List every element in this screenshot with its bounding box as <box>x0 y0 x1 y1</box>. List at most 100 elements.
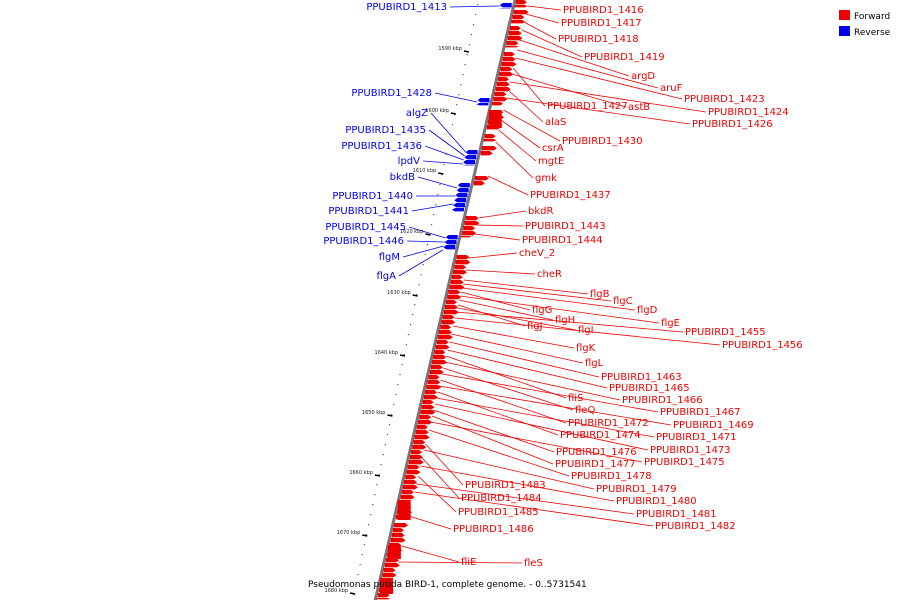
gene-label-cher[interactable]: cheR <box>537 269 562 280</box>
gene-label-ppubird1-1477[interactable]: PPUBIRD1_1477 <box>555 459 636 470</box>
gene-label-ppubird1-1446[interactable]: PPUBIRD1_1446 <box>323 236 404 247</box>
gene-label-ppubird1-1472[interactable]: PPUBIRD1_1472 <box>568 418 649 429</box>
leader-line-ppubird1-1465 <box>447 349 608 389</box>
gene-label-flgl[interactable]: flgL <box>585 358 604 369</box>
gene-label-flis[interactable]: fliS <box>568 393 583 404</box>
gene-label-ppubird1-1427[interactable]: PPUBIRD1_1427 <box>547 101 628 112</box>
gene-label-alas[interactable]: alaS <box>545 117 566 128</box>
leader-line-ppubird1-1463 <box>449 341 600 378</box>
ruler-dot <box>370 514 372 516</box>
gene-label-ppubird1-1476[interactable]: PPUBIRD1_1476 <box>556 447 637 458</box>
gene-label-ppubird1-1413[interactable]: PPUBIRD1_1413 <box>366 2 447 13</box>
gene-label-ppubird1-1486[interactable]: PPUBIRD1_1486 <box>453 524 534 535</box>
leader-line-bkdb <box>417 176 458 189</box>
gene-label-ppubird1-1480[interactable]: PPUBIRD1_1480 <box>616 496 697 507</box>
gene-label-ppubird1-1471[interactable]: PPUBIRD1_1471 <box>656 432 737 443</box>
gene-label-ppubird1-1465[interactable]: PPUBIRD1_1465 <box>609 383 690 394</box>
gene-label-flgk[interactable]: flgK <box>576 343 596 354</box>
gene-label-bkdb[interactable]: bkdB <box>390 172 415 183</box>
forward-gene-feature <box>484 134 496 139</box>
leader-line-ppubird1-1478 <box>428 429 570 477</box>
forward-gene-feature <box>382 573 397 578</box>
gene-label-ppubird1-1466[interactable]: PPUBIRD1_1466 <box>622 395 703 406</box>
forward-gene-feature <box>421 405 435 410</box>
gene-label-fleq[interactable]: fleQ <box>575 405 595 416</box>
gene-label-ppubird1-1436[interactable]: PPUBIRD1_1436 <box>341 141 422 152</box>
gene-label-ppubird1-1463[interactable]: PPUBIRD1_1463 <box>601 372 682 383</box>
gene-label-ppubird1-1444[interactable]: PPUBIRD1_1444 <box>522 235 603 246</box>
gene-label-ppubird1-1467[interactable]: PPUBIRD1_1467 <box>660 407 741 418</box>
gene-label-ppubird1-1426[interactable]: PPUBIRD1_1426 <box>692 119 773 130</box>
forward-gene-feature <box>454 265 467 270</box>
gene-label-aruf[interactable]: aruF <box>660 83 683 94</box>
gene-label-csra[interactable]: csrA <box>542 143 564 154</box>
gene-label-ppubird1-1483[interactable]: PPUBIRD1_1483 <box>465 480 546 491</box>
gene-label-flgm[interactable]: flgM <box>379 252 400 263</box>
reverse-gene-feature <box>463 160 476 165</box>
gene-label-flgd[interactable]: flgD <box>637 305 658 316</box>
gene-label-ppubird1-1484[interactable]: PPUBIRD1_1484 <box>461 493 542 504</box>
leader-line-algz <box>430 112 466 153</box>
gene-label-ppubird1-1437[interactable]: PPUBIRD1_1437 <box>530 190 611 201</box>
leader-line-flie <box>401 545 460 563</box>
gene-label-ppubird1-1445[interactable]: PPUBIRD1_1445 <box>325 222 406 233</box>
gene-label-ppubird1-1469[interactable]: PPUBIRD1_1469 <box>673 420 754 431</box>
gene-label-ppubird1-1416[interactable]: PPUBIRD1_1416 <box>563 5 644 16</box>
gene-label-flgb[interactable]: flgB <box>590 289 610 300</box>
gene-label-ppubird1-1456[interactable]: PPUBIRD1_1456 <box>722 340 803 351</box>
ruler-dot <box>462 74 464 76</box>
gene-label-ppubird1-1478[interactable]: PPUBIRD1_1478 <box>571 471 652 482</box>
label-leader-lines <box>398 5 721 564</box>
gene-label-flgc[interactable]: flgC <box>613 296 633 307</box>
forward-gene-feature <box>383 568 396 573</box>
gene-label-ppubird1-1443[interactable]: PPUBIRD1_1443 <box>525 221 606 232</box>
gene-label-bkdr[interactable]: bkdR <box>528 206 553 217</box>
gene-label-ppubird1-1440[interactable]: PPUBIRD1_1440 <box>332 191 413 202</box>
gene-label-flge[interactable]: flgE <box>661 318 680 329</box>
reverse-gene-feature <box>455 193 468 198</box>
forward-gene-feature <box>512 15 525 20</box>
gene-label-gmk[interactable]: gmk <box>535 173 557 184</box>
ruler-dot <box>409 324 412 326</box>
gene-label-ppubird1-1423[interactable]: PPUBIRD1_1423 <box>684 94 765 105</box>
forward-gene-feature <box>409 455 423 460</box>
leader-line-flgi <box>457 307 577 331</box>
gene-label-argd[interactable]: argD <box>631 71 655 82</box>
gene-label-astb[interactable]: astB <box>628 102 650 113</box>
gene-label-flgi[interactable]: flgI <box>578 325 594 336</box>
gene-label-ppubird1-1441[interactable]: PPUBIRD1_1441 <box>328 206 409 217</box>
gene-label-ppubird1-1475[interactable]: PPUBIRD1_1475 <box>644 457 725 468</box>
forward-gene-feature <box>385 558 399 563</box>
gene-label-ppubird1-1485[interactable]: PPUBIRD1_1485 <box>458 507 539 518</box>
gene-label-ppubird1-1455[interactable]: PPUBIRD1_1455 <box>685 327 766 338</box>
gene-label-flgh[interactable]: flgH <box>555 315 575 326</box>
gene-label-ppubird1-1428[interactable]: PPUBIRD1_1428 <box>351 88 432 99</box>
gene-label-fles[interactable]: fleS <box>524 558 543 569</box>
gene-label-ppubird1-1430[interactable]: PPUBIRD1_1430 <box>562 136 643 147</box>
gene-label-lpdv[interactable]: lpdV <box>398 156 420 167</box>
gene-label-ppubird1-1474[interactable]: PPUBIRD1_1474 <box>560 430 641 441</box>
gene-label-mgte[interactable]: mgtE <box>538 156 564 167</box>
ruler-tick-label: 1620 kbp <box>400 229 424 235</box>
gene-label-ppubird1-1417[interactable]: PPUBIRD1_1417 <box>561 18 642 29</box>
gene-label-flgj[interactable]: flgJ <box>527 321 543 332</box>
ruler-major-tick <box>412 294 418 297</box>
ruler-tick-label: 1640 kbp <box>375 350 399 356</box>
gene-label-ppubird1-1481[interactable]: PPUBIRD1_1481 <box>636 509 717 520</box>
leader-line-ppubird1-1427 <box>512 67 546 107</box>
gene-label-ppubird1-1482[interactable]: PPUBIRD1_1482 <box>655 521 736 532</box>
gene-label-ppubird1-1473[interactable]: PPUBIRD1_1473 <box>650 445 731 456</box>
forward-gene-feature <box>493 97 508 102</box>
gene-label-ppubird1-1418[interactable]: PPUBIRD1_1418 <box>558 34 639 45</box>
gene-label-ppubird1-1424[interactable]: PPUBIRD1_1424 <box>708 107 789 118</box>
gene-label-flie[interactable]: fliE <box>461 557 476 568</box>
gene-label-flgg[interactable]: flgG <box>532 305 552 316</box>
gene-label-ppubird1-1435[interactable]: PPUBIRD1_1435 <box>345 125 426 136</box>
forward-gene-feature <box>503 52 515 57</box>
gene-label-algz[interactable]: algZ <box>406 108 428 119</box>
gene-label-chev-2[interactable]: cheV_2 <box>519 248 555 259</box>
gene-label-ppubird1-1419[interactable]: PPUBIRD1_1419 <box>584 52 665 63</box>
gene-label-ppubird1-1479[interactable]: PPUBIRD1_1479 <box>596 484 677 495</box>
gene-label-flga[interactable]: flgA <box>377 271 397 282</box>
forward-gene-feature <box>494 92 507 97</box>
